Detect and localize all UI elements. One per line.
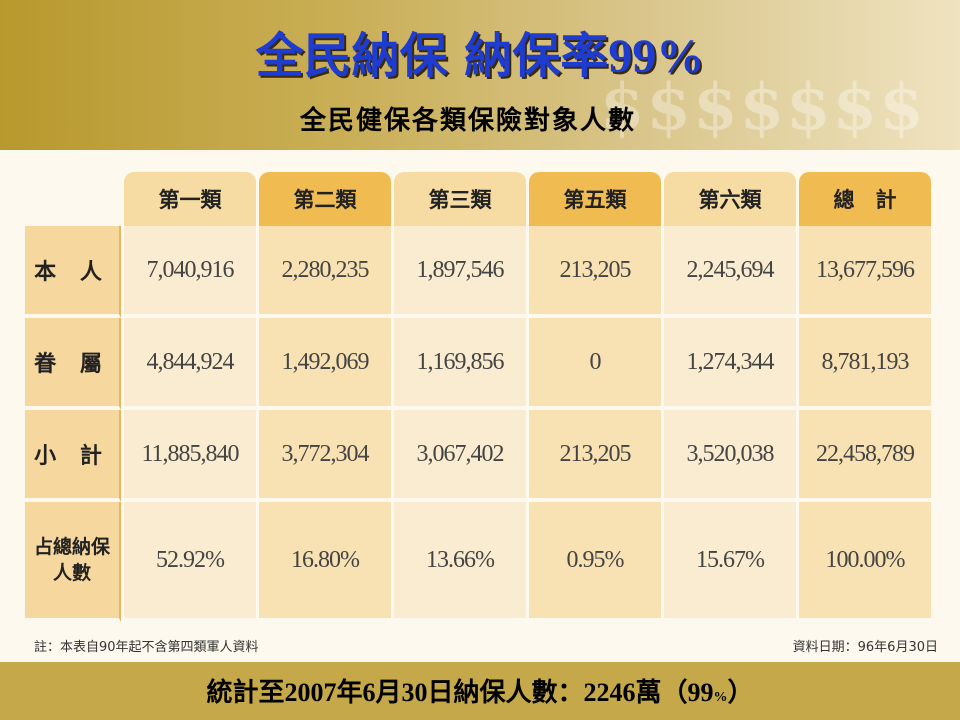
title-text: 全民納保 納保率 xyxy=(255,28,609,84)
table-cell: 1,897,546 xyxy=(394,226,526,318)
table-cell: 7,040,916 xyxy=(124,226,256,318)
table-cell: 22,458,789 xyxy=(799,410,931,502)
footnote: 註：本表自90年起不含第四類軍人資料 xyxy=(34,640,259,655)
table-cell: 8,781,193 xyxy=(799,318,931,410)
table-cell: 13.66% xyxy=(394,502,526,622)
table-corner xyxy=(25,172,121,226)
insured-population-table: 第一類 第二類 第三類 第五類 第六類 總 計 本 人 7,040,916 2,… xyxy=(22,172,934,622)
row-label: 本 人 xyxy=(25,226,121,318)
column-header: 第五類 xyxy=(529,172,661,226)
column-header: 第一類 xyxy=(124,172,256,226)
table-cell: 52.92% xyxy=(124,502,256,622)
table-cell: 2,280,235 xyxy=(259,226,391,318)
page-subtitle: 全民健保各類保險對象人數 xyxy=(299,106,636,136)
table-row: 占總納保人數 52.92% 16.80% 13.66% 0.95% 15.67%… xyxy=(25,502,931,622)
table-row: 小 計 11,885,840 3,772,304 3,067,402 213,2… xyxy=(25,410,931,502)
footer-percent: % xyxy=(713,690,728,705)
table-cell: 1,169,856 xyxy=(394,318,526,410)
row-label: 占總納保人數 xyxy=(25,502,121,622)
table-cell: 0 xyxy=(529,318,661,410)
table-cell: 2,245,694 xyxy=(664,226,796,318)
table-row: 本 人 7,040,916 2,280,235 1,897,546 213,20… xyxy=(25,226,931,318)
title-banner: $$$$$$$ xyxy=(0,0,960,150)
footer-year-char: 年 xyxy=(336,678,363,708)
footer-month: 6 xyxy=(362,678,376,707)
table-cell: 1,274,344 xyxy=(664,318,796,410)
table-cell: 15.67% xyxy=(664,502,796,622)
table-row: 眷 屬 4,844,924 1,492,069 1,169,856 0 1,27… xyxy=(25,318,931,410)
table-cell: 11,885,840 xyxy=(124,410,256,502)
footer-prefix: 統計至 xyxy=(206,678,285,708)
data-date: 資料日期：96年6月30日 xyxy=(792,640,938,655)
table-cell: 213,205 xyxy=(529,226,661,318)
table-cell: 3,772,304 xyxy=(259,410,391,502)
table-cell: 16.80% xyxy=(259,502,391,622)
footer-day: 30 xyxy=(401,678,428,707)
table-cell: 1,492,069 xyxy=(259,318,391,410)
column-header: 第六類 xyxy=(664,172,796,226)
footer-rate: 99 xyxy=(687,678,714,707)
title-percent: 99% xyxy=(608,30,705,83)
table-cell: 4,844,924 xyxy=(124,318,256,410)
page-title: 全民納保 納保率99% xyxy=(0,16,960,86)
table-cell: 213,205 xyxy=(529,410,661,502)
footer-year: 2007 xyxy=(284,678,337,707)
row-label: 小 計 xyxy=(25,410,121,502)
table-cell: 100.00% xyxy=(799,502,931,622)
footer-count: 2246 xyxy=(583,678,636,707)
dollar-sign-decoration: $$$$$$$ xyxy=(600,70,926,145)
column-header: 第三類 xyxy=(394,172,526,226)
table-cell: 3,520,038 xyxy=(664,410,796,502)
footer-day-text: 日納保人數： xyxy=(427,678,584,708)
column-header: 第二類 xyxy=(259,172,391,226)
table-cell: 13,677,596 xyxy=(799,226,931,318)
table-cell: 0.95% xyxy=(529,502,661,622)
row-label: 眷 屬 xyxy=(25,318,121,410)
column-header: 總 計 xyxy=(799,172,931,226)
table-panel: 第一類 第二類 第三類 第五類 第六類 總 計 本 人 7,040,916 2,… xyxy=(0,150,960,662)
footer-unit: 萬（ xyxy=(635,678,688,708)
footer-close: ） xyxy=(727,678,754,708)
summary-footer: 統計至2007年6月30日納保人數：2246萬（99%） xyxy=(0,672,960,709)
table-cell: 3,067,402 xyxy=(394,410,526,502)
footer-month-char: 月 xyxy=(375,678,402,708)
